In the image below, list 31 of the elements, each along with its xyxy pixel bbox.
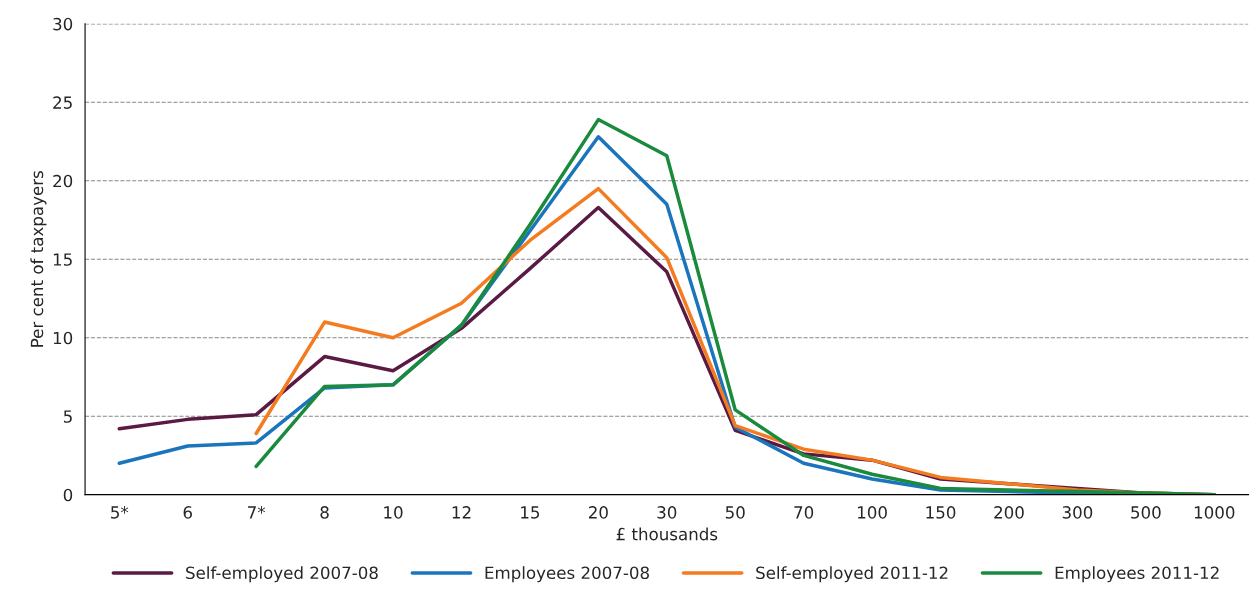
x-tick-label: 200 bbox=[994, 506, 1024, 519]
line-series bbox=[254, 117, 1217, 495]
legend-label: Self-employed 2011-12 bbox=[756, 566, 948, 583]
x-tick-label: 1000 bbox=[1194, 506, 1235, 519]
y-tick-label: 5 bbox=[63, 410, 72, 423]
x-tick-label: 500 bbox=[1131, 506, 1161, 519]
y-tick-label: 10 bbox=[53, 331, 73, 345]
x-tick-label: 15 bbox=[521, 506, 540, 519]
y-tick-label: 15 bbox=[53, 253, 72, 266]
x-tick-label: 100 bbox=[858, 506, 887, 519]
x-tick-label: 12 bbox=[452, 506, 471, 519]
x-axis-title: £ thousands bbox=[616, 527, 718, 541]
y-tick-label: 0 bbox=[63, 488, 73, 502]
x-tick-label: 70 bbox=[794, 506, 814, 519]
x-tick-label: 20 bbox=[588, 506, 608, 519]
x-tick-label: 5* bbox=[111, 506, 129, 519]
x-tick-label: 300 bbox=[1062, 506, 1093, 519]
y-axis-title: Per cent of taxpayers bbox=[30, 171, 47, 347]
y-tick-label: 25 bbox=[53, 96, 72, 109]
x-tick-label: 50 bbox=[725, 506, 745, 519]
legend-label: Employees 2011-12 bbox=[1055, 566, 1219, 583]
x-tick-label: 10 bbox=[384, 506, 403, 519]
x-tick-label: 30 bbox=[657, 506, 677, 519]
x-tick-label: 7* bbox=[248, 506, 266, 519]
x-tick-label: 150 bbox=[926, 506, 956, 519]
y-tick-label: 20 bbox=[53, 174, 73, 188]
legend-label: Employees 2007-08 bbox=[485, 566, 649, 583]
x-tick-label: 8 bbox=[320, 506, 329, 519]
x-tick-label: 6 bbox=[183, 506, 192, 519]
y-tick-label: 30 bbox=[53, 17, 73, 31]
legend-label: Self-employed 2007-08 bbox=[186, 566, 378, 583]
